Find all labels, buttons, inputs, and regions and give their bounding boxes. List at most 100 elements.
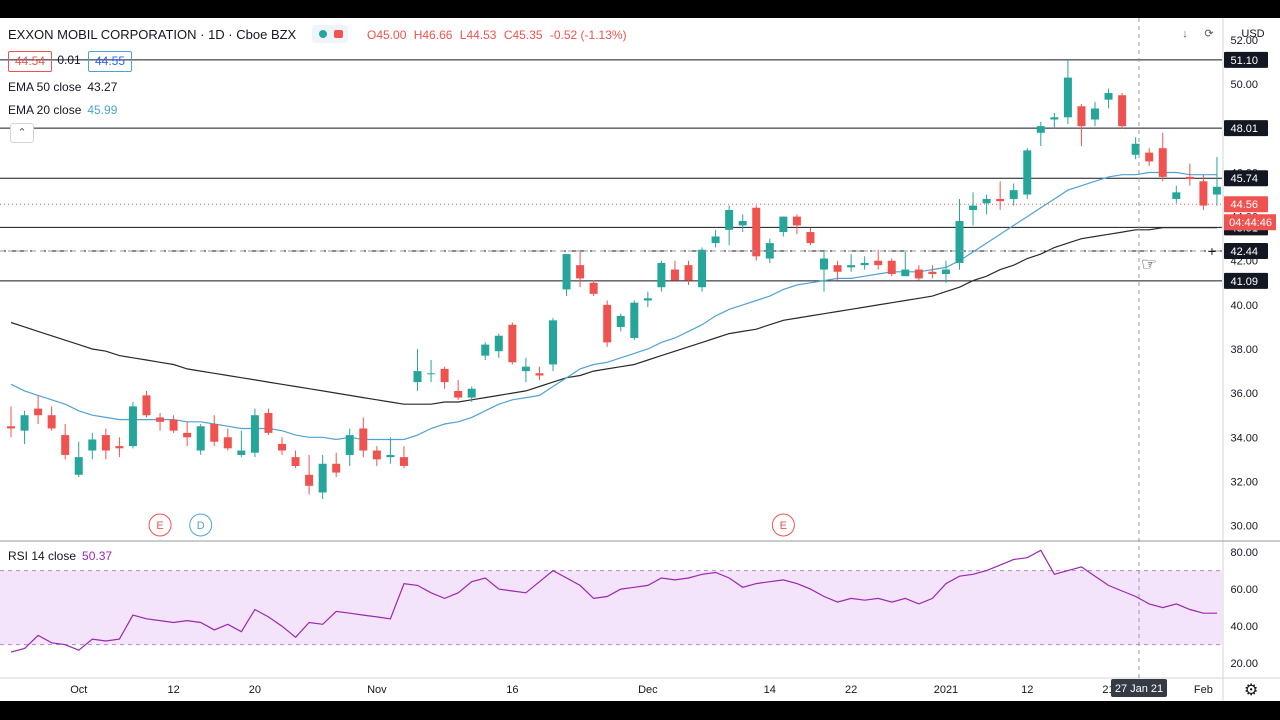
symbol-title[interactable]: EXXON MOBIL CORPORATION · 1D · Cboe BZX	[8, 27, 297, 42]
candle-body	[806, 232, 815, 244]
candle-body	[779, 216, 788, 233]
rsi-label: RSI 14 close	[8, 549, 77, 563]
y-tick-label: 34.00	[1230, 432, 1258, 444]
collapse-legend-button[interactable]: ⌃	[10, 123, 34, 143]
candle-body	[278, 443, 286, 451]
x-tick-label: 12	[167, 684, 179, 696]
candle-body	[847, 265, 856, 268]
market-status[interactable]	[312, 25, 348, 43]
ema50-legend[interactable]: EMA 50 close 43.27	[8, 80, 117, 94]
ask-price-button[interactable]: 44.55	[88, 51, 132, 72]
candle-body	[589, 282, 598, 294]
candle-body	[427, 373, 436, 375]
x-tick-label: 12	[1021, 684, 1033, 696]
candle-body	[535, 373, 544, 376]
candle-body	[630, 302, 639, 338]
crosshair-date-label: 27 Jan 21	[1115, 683, 1163, 695]
candle-body	[399, 457, 408, 466]
candle-body	[603, 304, 612, 343]
price-level-label: 44.56	[1230, 199, 1258, 211]
ema50-value: 43.27	[87, 80, 118, 94]
download-button[interactable]: ↓	[1174, 25, 1196, 43]
candle-body	[454, 390, 463, 398]
ohlc-open: O45.00	[367, 28, 407, 42]
candle-body	[549, 320, 557, 365]
candle-body	[752, 207, 761, 257]
candle-body	[332, 463, 341, 473]
candle-body	[318, 463, 327, 493]
pause-icon	[334, 30, 343, 38]
candle-body	[698, 249, 707, 288]
ema20-legend[interactable]: EMA 20 close 45.99	[8, 103, 117, 117]
candle-body	[616, 315, 625, 327]
price-level-tag	[1224, 243, 1268, 260]
candle-body	[1036, 126, 1045, 133]
y-tick-label: 38.00	[1230, 344, 1258, 356]
y-tick-label: 30.00	[1230, 521, 1258, 533]
event-marker	[148, 513, 172, 537]
x-tick-label: 2021	[934, 684, 958, 696]
candle-body	[101, 435, 110, 451]
candle-body	[711, 236, 720, 244]
candle-body	[1158, 148, 1167, 177]
candle-body	[467, 388, 476, 398]
candle-body	[1185, 176, 1194, 180]
candle-body	[264, 413, 273, 433]
event-marker-label: E	[156, 520, 163, 532]
rsi-line	[10, 549, 1217, 653]
y-tick-label: 52.00	[1230, 35, 1258, 47]
ohlc-high: H46.66	[413, 28, 453, 42]
price-level-label: 42.44	[1230, 246, 1258, 258]
bid-price-button[interactable]: 44.54	[8, 51, 52, 72]
candle-body	[725, 209, 734, 230]
y-tick-label: 36.00	[1230, 388, 1258, 400]
price-level-tag	[1224, 120, 1268, 137]
price-level-tag	[1224, 272, 1268, 289]
x-tick-label: 16	[506, 684, 518, 696]
refresh-icon[interactable]: ⟳	[1198, 25, 1220, 43]
candle-body	[955, 221, 964, 263]
candle-body	[34, 408, 43, 416]
candle-body	[183, 432, 192, 438]
candle-body	[88, 439, 97, 451]
candle-body	[250, 415, 259, 453]
candle-body	[738, 221, 747, 226]
candle-body	[874, 260, 883, 266]
x-tick-label: 22	[845, 684, 857, 696]
candle-body	[1063, 77, 1072, 118]
ohlc-readout: O45.00 H46.66 L44.53 C45.35 -0.52 (-1.13…	[367, 28, 631, 42]
candle-body	[291, 457, 300, 466]
candle-body	[74, 457, 83, 475]
candle-body	[305, 474, 314, 486]
candle-body	[562, 254, 571, 290]
ohlc-close: C45.35	[503, 28, 543, 42]
rsi-tick-label: 20.00	[1230, 658, 1258, 670]
price-chart[interactable]: 30.0032.0034.0036.0038.0040.0042.0044.00…	[0, 18, 1280, 701]
candle-body	[914, 269, 923, 279]
y-tick-label: 40.00	[1230, 300, 1258, 312]
candle-body	[1050, 117, 1059, 120]
candle-body	[1077, 106, 1086, 127]
candle-body	[643, 298, 652, 301]
candle-body	[1023, 150, 1032, 195]
settings-gear-icon[interactable]: ⚙	[1244, 682, 1259, 699]
price-level-label: 51.10	[1230, 55, 1258, 67]
ema20-label: EMA 20 close	[8, 103, 82, 117]
rsi-legend[interactable]: RSI 14 close 50.37	[8, 549, 112, 563]
price-level-tag	[1224, 51, 1268, 68]
countdown-label: 04:44:46	[1229, 217, 1272, 229]
ema50-label: EMA 50 close	[8, 80, 82, 94]
candle-body	[901, 269, 910, 277]
candle-body	[61, 435, 70, 455]
price-level-tag	[1224, 170, 1268, 187]
price-level-label: 45.74	[1230, 173, 1258, 185]
x-tick-label: Nov	[367, 684, 387, 696]
candle-body	[169, 419, 178, 431]
candle-body	[237, 450, 246, 455]
event-marker-label: E	[780, 520, 787, 532]
rsi-value: 50.37	[82, 549, 113, 563]
candle-body	[1131, 143, 1140, 155]
y-tick-label: 32.00	[1230, 476, 1258, 488]
currency-label[interactable]: USD	[1241, 28, 1265, 40]
candle-body	[887, 260, 896, 274]
